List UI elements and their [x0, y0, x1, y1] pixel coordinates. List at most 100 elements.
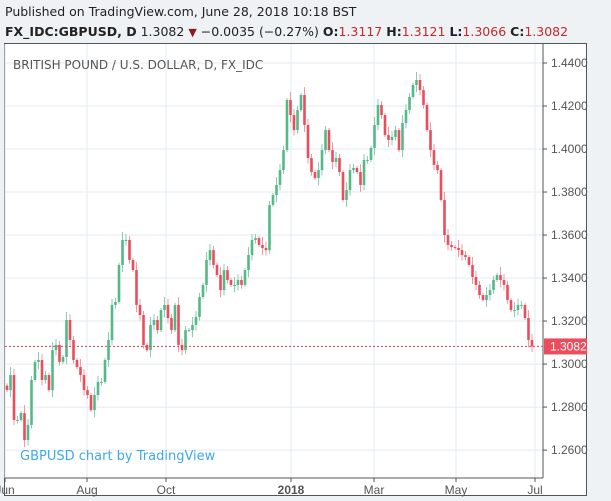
candle [289, 92, 292, 123]
symbol-line: FX_IDC:GBPUSD, D 1.3082 ▼ −0.0035 (−0.27… [5, 24, 568, 39]
candle-body [394, 130, 397, 137]
candle [5, 383, 9, 393]
candle-body [439, 170, 443, 200]
candle [65, 312, 68, 365]
candle [222, 264, 226, 296]
candle [40, 353, 44, 386]
candle [513, 302, 516, 318]
candle-body [12, 375, 16, 420]
candle-body [219, 275, 222, 291]
candle-body [75, 359, 79, 368]
candle-body [299, 95, 303, 111]
candle [208, 244, 212, 266]
candle-body [268, 204, 271, 251]
candle-body [138, 304, 142, 316]
candle-body [334, 158, 338, 162]
candle-body [121, 239, 124, 265]
candle [275, 176, 278, 203]
candle-body [418, 79, 422, 91]
candle-body [523, 304, 527, 319]
candle-body [453, 247, 457, 249]
candle-body [362, 159, 366, 185]
candle [268, 200, 271, 254]
candle [443, 192, 446, 243]
candle-body [411, 84, 415, 97]
candle-body [247, 255, 250, 271]
candle-body [257, 238, 261, 245]
candle [366, 155, 369, 164]
candle-body [33, 361, 37, 380]
last-price-badge [544, 338, 587, 355]
candle-body [254, 238, 257, 240]
high-label: H: [386, 24, 402, 39]
y-tick-label: 1.4200 [551, 99, 588, 113]
candle [282, 146, 285, 174]
candle [89, 392, 93, 413]
candle [460, 244, 464, 261]
candle [254, 233, 257, 244]
candle [390, 130, 394, 146]
candle [432, 144, 436, 171]
candle [19, 410, 23, 422]
candle [82, 369, 86, 396]
candle [327, 127, 331, 153]
candle [313, 169, 317, 180]
y-tick-label: 1.2800 [551, 400, 588, 414]
candle-body [68, 319, 72, 340]
candle [359, 164, 362, 193]
open-value: 1.3117 [338, 24, 383, 39]
candle [373, 116, 376, 156]
close-label: C: [510, 24, 525, 39]
candle [401, 115, 404, 158]
candle [247, 247, 250, 278]
candle-body [65, 319, 68, 357]
candle [250, 233, 254, 261]
candle-body [37, 359, 40, 362]
candle-body [93, 395, 96, 411]
y-tick-label: 1.4400 [551, 56, 588, 70]
candle [471, 256, 474, 285]
candle [33, 359, 37, 382]
candle-body [194, 316, 198, 325]
candle [93, 387, 96, 418]
candle-body [243, 270, 247, 285]
candle [184, 326, 187, 354]
candle-body [177, 304, 180, 345]
x-tick-label: Mar [364, 483, 385, 497]
candle [411, 82, 415, 99]
candle-body [317, 170, 320, 179]
candle-body [348, 170, 352, 191]
candle-body [313, 172, 317, 179]
candle-body [226, 270, 229, 280]
candle [37, 352, 40, 370]
candle [439, 167, 443, 202]
watermark-link[interactable]: GBPUSD chart by TradingView [20, 449, 216, 464]
candle [429, 122, 432, 158]
candle-body [464, 255, 467, 257]
candle-body [310, 158, 313, 173]
candle-body [450, 244, 453, 248]
candle [303, 87, 306, 133]
candle-body [499, 275, 502, 280]
candle-body [369, 147, 373, 160]
candle [436, 160, 439, 174]
candle [243, 267, 247, 287]
candle-body [415, 79, 418, 85]
candle [453, 244, 457, 250]
price-change: −0.0035 (−0.27%) [200, 24, 319, 39]
candle-body [131, 259, 135, 271]
candle [128, 235, 131, 264]
y-tick-label: 1.4000 [551, 142, 588, 156]
candle [474, 270, 478, 291]
candle-body [79, 367, 82, 376]
candle-body [149, 324, 152, 351]
candle-body [58, 344, 61, 362]
candle [387, 127, 390, 148]
candle [257, 235, 261, 247]
candle [408, 92, 411, 114]
candle [376, 98, 380, 131]
candle-body [240, 279, 243, 285]
candle-body [61, 356, 65, 362]
candle [478, 280, 481, 299]
